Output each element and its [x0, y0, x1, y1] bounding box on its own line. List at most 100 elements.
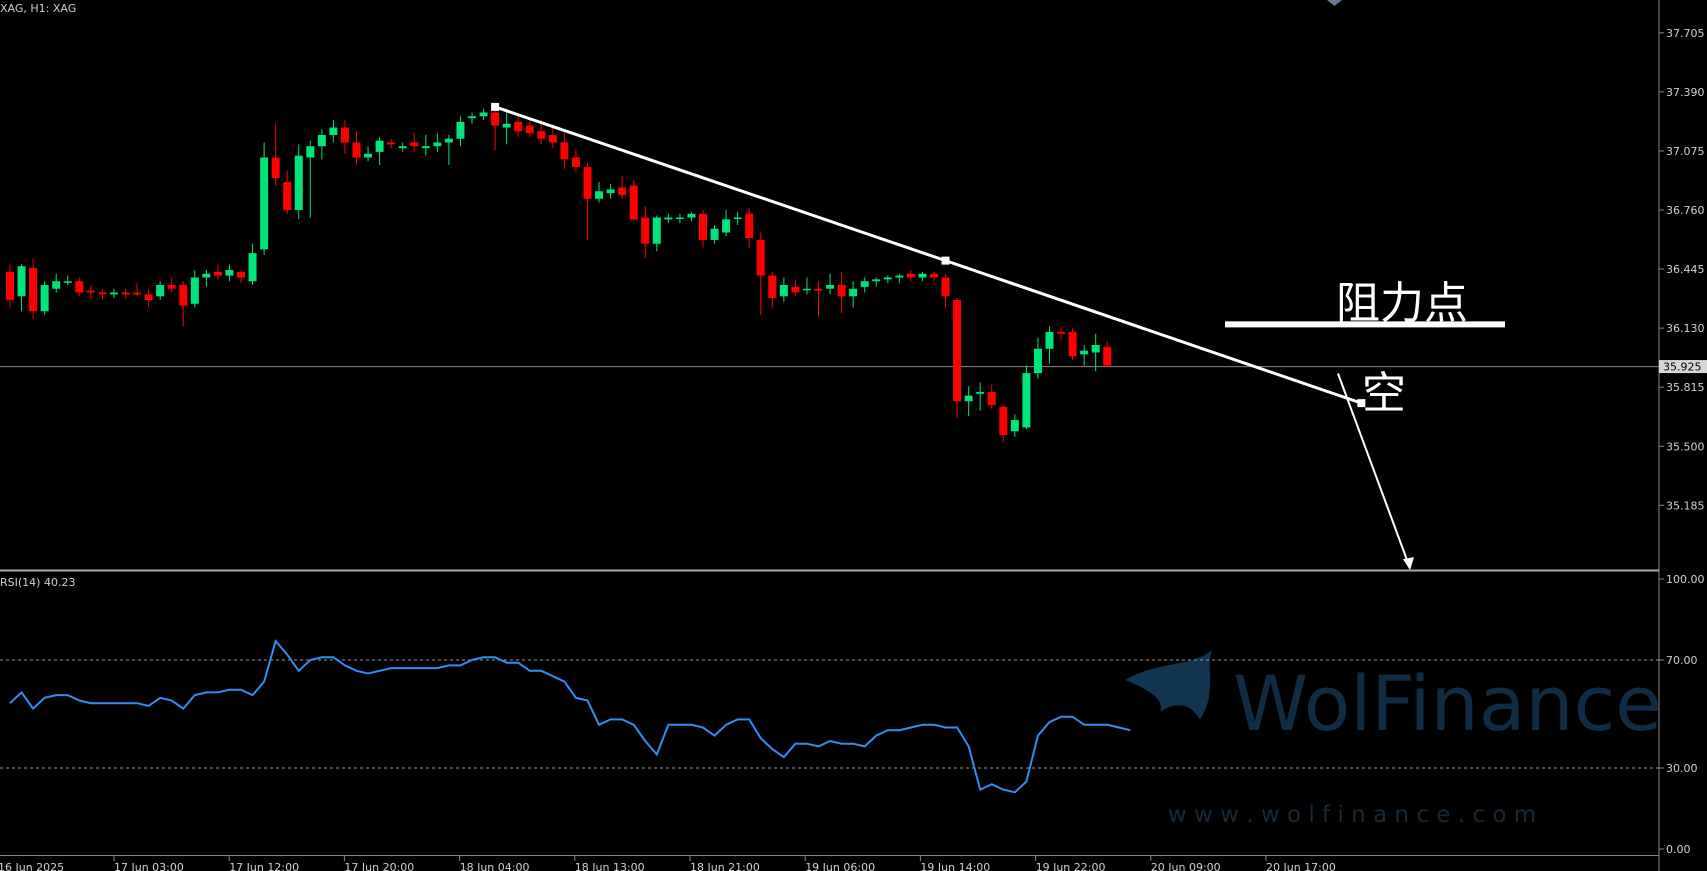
candle: [6, 264, 14, 308]
candle: [1022, 365, 1031, 430]
candle: [918, 271, 927, 282]
candle: [98, 288, 107, 300]
candle-body: [86, 290, 95, 293]
time-tick-label: 17 Jun 03:00: [114, 861, 184, 871]
candle-body: [641, 217, 650, 244]
price-tick-label: 35.185: [1666, 499, 1705, 512]
candle-body: [317, 135, 326, 147]
candle: [317, 129, 326, 160]
candle-body: [872, 279, 881, 282]
candle: [456, 116, 465, 147]
candle-body: [444, 138, 453, 143]
watermark-url: w w w . w o l f i n a n c e . c o m: [1168, 802, 1536, 828]
candle: [433, 133, 442, 152]
candle: [40, 281, 49, 315]
candle: [17, 264, 26, 312]
candle-body: [860, 281, 869, 287]
candle: [976, 382, 985, 411]
rsi-tick-label: 70.00: [1666, 654, 1698, 667]
rsi-line: [9, 639, 1131, 794]
candle-body: [271, 157, 280, 179]
resistance-trendline[interactable]: [494, 105, 1362, 405]
candle-body: [791, 286, 800, 293]
candle: [514, 114, 523, 137]
candle-body: [837, 285, 846, 297]
candle-body: [202, 273, 211, 278]
candle-body: [109, 292, 118, 295]
candle-body: [410, 142, 419, 147]
candle-body: [29, 268, 38, 312]
candle: [883, 275, 892, 284]
candle: [1010, 414, 1019, 437]
candle-body: [722, 219, 731, 233]
wolf-logo-icon: [1125, 650, 1212, 720]
candle: [75, 277, 84, 297]
candle: [722, 210, 731, 237]
candle-body: [352, 142, 361, 158]
candle-body: [364, 153, 373, 158]
short-projection-arrow[interactable]: [1337, 373, 1411, 569]
trendline-handle[interactable]: [1357, 399, 1366, 408]
candle-body: [1080, 350, 1089, 355]
candle-body: [733, 217, 742, 219]
time-tick-label: 17 Jun 12:00: [229, 861, 299, 871]
candle-body: [849, 288, 858, 297]
candles-layer: [6, 103, 1112, 443]
candle-body: [294, 155, 303, 210]
candle-body: [456, 121, 465, 139]
candle-body: [133, 292, 142, 295]
candle-body: [710, 228, 719, 240]
candle-body: [675, 217, 684, 219]
candle: [629, 180, 638, 222]
chevron-down-icon[interactable]: [1327, 0, 1342, 6]
candle: [791, 279, 800, 297]
candle: [571, 150, 580, 173]
candle: [479, 108, 488, 120]
candle: [999, 405, 1008, 443]
candle-body: [75, 281, 84, 293]
candle: [814, 281, 823, 317]
candle: [248, 243, 257, 285]
candle-body: [6, 271, 14, 300]
price-tick-label: 36.130: [1666, 322, 1705, 335]
time-tick-label: 18 Jun 13:00: [575, 861, 645, 871]
candle: [29, 258, 38, 319]
candle: [133, 283, 142, 297]
time-tick-label: 19 Jun 22:00: [1036, 861, 1106, 871]
candle-body: [179, 285, 188, 306]
candle-body: [502, 123, 511, 128]
candle-body: [237, 271, 245, 278]
time-tick-label: 17 Jun 20:00: [344, 861, 414, 871]
candle: [271, 123, 280, 186]
candle: [260, 142, 269, 255]
candle: [606, 183, 615, 199]
candle: [179, 281, 188, 327]
candle-body: [964, 395, 973, 402]
candle: [202, 270, 211, 287]
candle: [468, 112, 476, 124]
candle-body: [1091, 345, 1100, 353]
price-tick-label: 36.445: [1666, 263, 1705, 276]
candle-body: [514, 121, 523, 132]
candle: [375, 136, 384, 165]
price-tick-label: 37.075: [1666, 145, 1705, 158]
candle-body: [976, 391, 985, 394]
candle-body: [930, 273, 938, 278]
candle: [63, 275, 72, 285]
price-tick-label: 36.760: [1666, 204, 1705, 217]
trendline-handle[interactable]: [941, 256, 950, 265]
candle: [618, 176, 627, 199]
current-price-label: 35.925: [1663, 361, 1702, 374]
candle-body: [156, 285, 165, 297]
candle-body: [802, 288, 811, 291]
time-tick-label: 18 Jun 04:00: [460, 861, 530, 871]
candle: [306, 140, 315, 218]
candle: [872, 277, 881, 287]
candle: [52, 273, 61, 293]
trendline-handle[interactable]: [491, 102, 500, 111]
candle-body: [421, 146, 430, 149]
candle: [768, 271, 777, 308]
price-tick-label: 37.705: [1666, 27, 1705, 40]
candle: [294, 144, 303, 220]
